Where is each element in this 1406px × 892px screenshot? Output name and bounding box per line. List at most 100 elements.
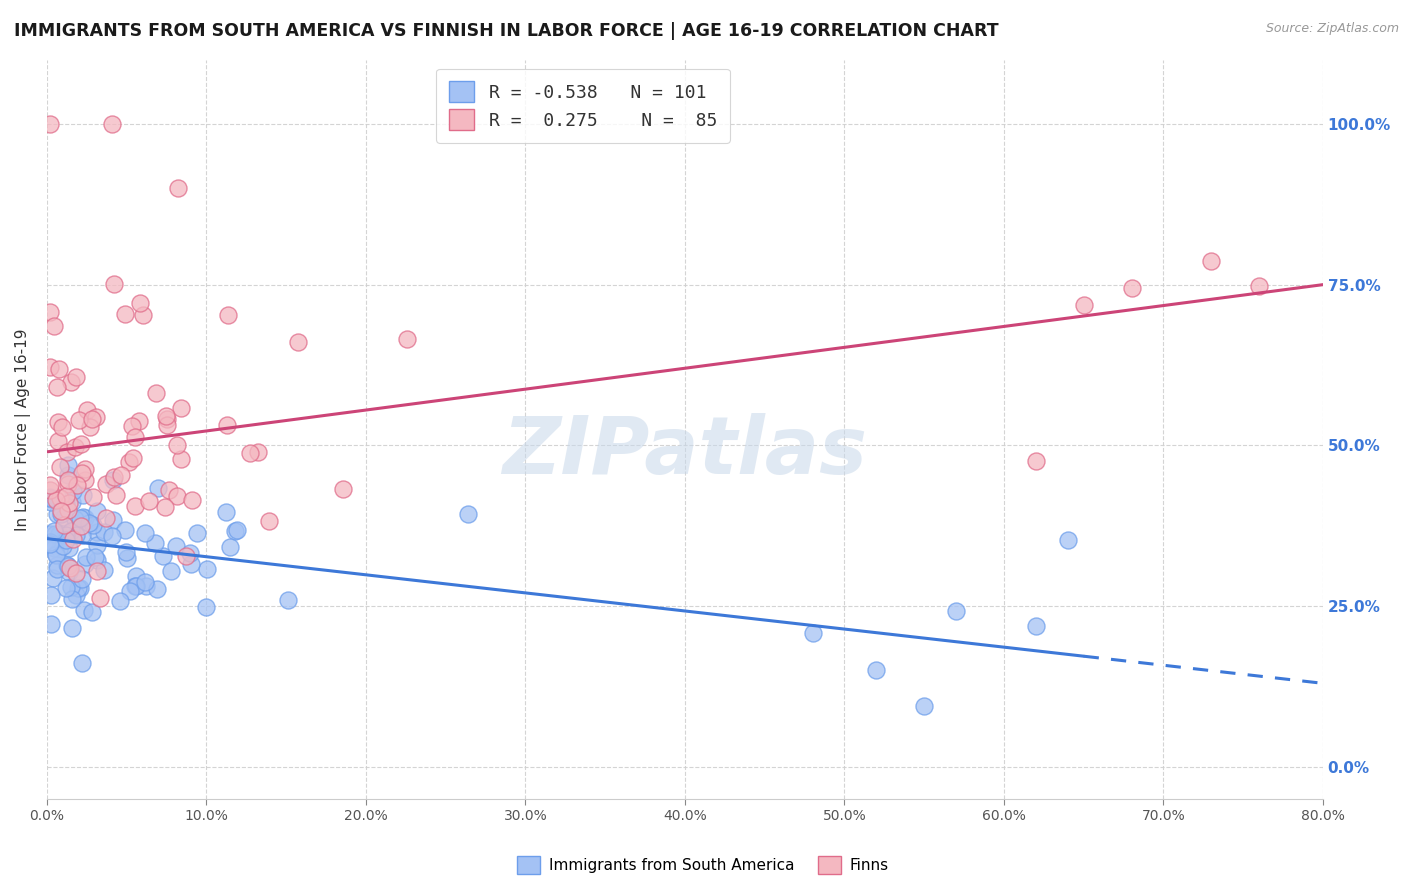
Point — [86, 525, 108, 540]
Point — [46, 558, 69, 573]
Point — [39, 495, 62, 509]
Point — [56, 458, 79, 472]
Point — [134, 574, 156, 589]
Point — [82, 411, 104, 425]
Point — [103, 469, 125, 483]
Point — [101, 529, 124, 543]
Point — [59, 375, 82, 389]
Point — [73, 462, 96, 476]
Point — [65, 528, 87, 542]
Point — [69, 510, 91, 524]
Point — [180, 557, 202, 571]
Point — [94, 476, 117, 491]
Point — [67, 581, 90, 595]
Point — [53, 510, 76, 524]
Point — [67, 413, 90, 427]
Point — [121, 451, 143, 466]
Point — [51, 507, 73, 521]
Point — [120, 584, 142, 599]
Point — [48, 526, 70, 541]
Point — [186, 526, 208, 541]
Point — [801, 625, 824, 640]
Point — [66, 477, 89, 491]
Point — [46, 434, 69, 448]
Point — [55, 498, 77, 512]
Point — [167, 181, 190, 195]
Point — [143, 535, 166, 549]
Point — [89, 591, 111, 606]
Point — [39, 527, 62, 541]
Point — [86, 538, 108, 552]
Point — [138, 494, 160, 508]
Point — [55, 581, 77, 595]
Point — [82, 491, 104, 505]
Point — [51, 420, 73, 434]
Point — [125, 579, 148, 593]
Point — [1073, 298, 1095, 312]
Point — [156, 411, 179, 425]
Point — [160, 565, 183, 579]
Point — [77, 516, 100, 530]
Point — [58, 565, 80, 579]
Point — [152, 549, 174, 563]
Point — [63, 512, 86, 526]
Point — [45, 507, 67, 521]
Point — [69, 519, 91, 533]
Point — [70, 437, 93, 451]
Point — [118, 455, 141, 469]
Point — [148, 481, 170, 495]
Point — [225, 523, 247, 537]
Point — [128, 414, 150, 428]
Point — [58, 541, 80, 555]
Point — [246, 445, 269, 459]
Point — [257, 514, 280, 528]
Point — [332, 482, 354, 496]
Point — [865, 663, 887, 677]
Point — [197, 562, 219, 576]
Point — [156, 418, 179, 433]
Point — [80, 606, 103, 620]
Point — [132, 308, 155, 322]
Point — [1249, 278, 1271, 293]
Point — [103, 277, 125, 291]
Point — [55, 533, 77, 547]
Point — [60, 495, 83, 509]
Point — [70, 466, 93, 480]
Point — [86, 552, 108, 566]
Point — [110, 468, 132, 483]
Point — [84, 409, 107, 424]
Point — [55, 489, 77, 503]
Point — [94, 511, 117, 525]
Point — [73, 602, 96, 616]
Text: Source: ZipAtlas.com: Source: ZipAtlas.com — [1265, 22, 1399, 36]
Point — [65, 369, 87, 384]
Point — [39, 534, 62, 549]
Point — [125, 569, 148, 583]
Point — [39, 536, 62, 550]
Point — [100, 117, 122, 131]
Point — [169, 401, 191, 416]
Point — [83, 549, 105, 564]
Point — [53, 517, 76, 532]
Point — [58, 473, 80, 487]
Point — [146, 582, 169, 596]
Point — [157, 483, 180, 498]
Point — [75, 473, 97, 487]
Point — [65, 566, 87, 581]
Point — [115, 545, 138, 559]
Point — [75, 549, 97, 564]
Point — [93, 524, 115, 539]
Point — [56, 558, 79, 573]
Point — [59, 561, 82, 575]
Point — [219, 540, 242, 554]
Point — [72, 488, 94, 502]
Point — [79, 419, 101, 434]
Point — [42, 524, 65, 538]
Point — [42, 571, 65, 585]
Point — [62, 533, 84, 547]
Legend: R = -0.538   N = 101, R =  0.275    N =  85: R = -0.538 N = 101, R = 0.275 N = 85 — [436, 69, 730, 143]
Point — [134, 526, 156, 541]
Point — [180, 493, 202, 508]
Point — [124, 579, 146, 593]
Point — [39, 483, 62, 498]
